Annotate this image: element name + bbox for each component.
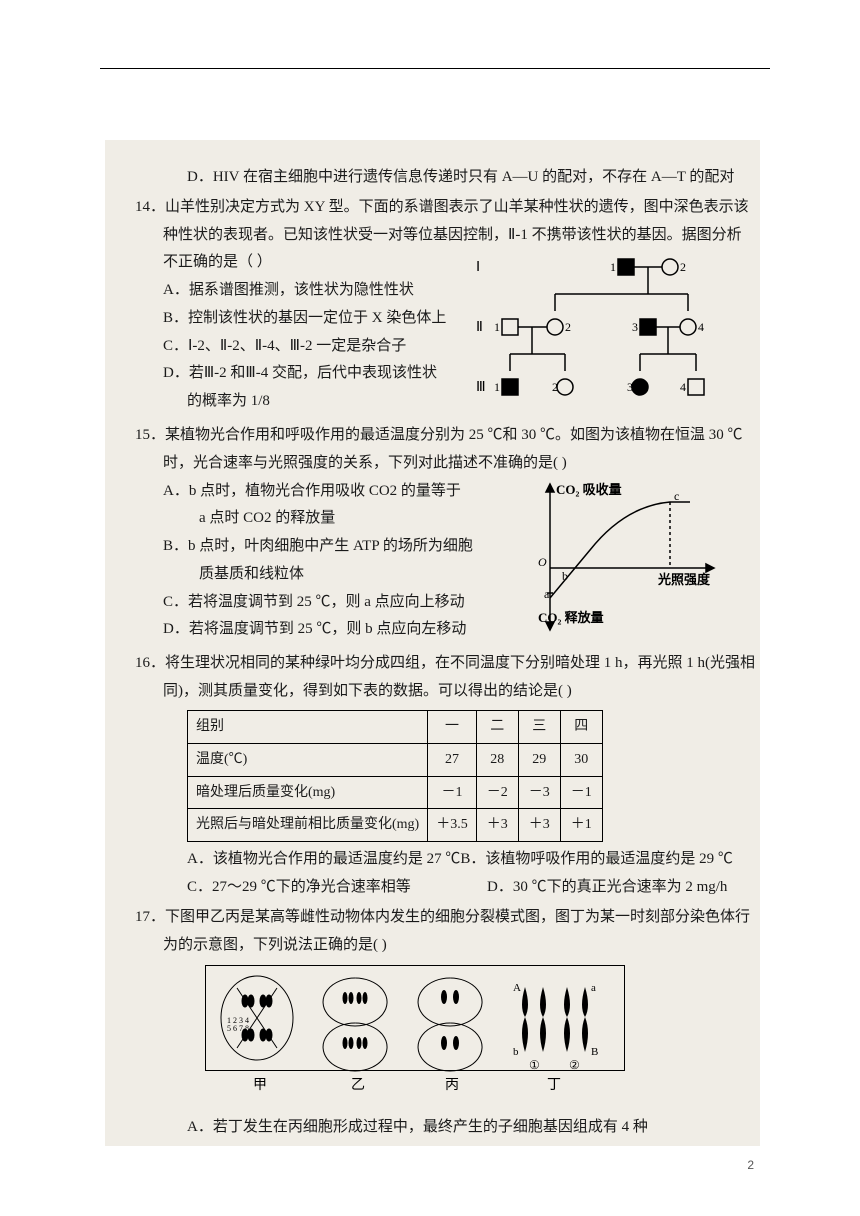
q16-table: 组别 一 二 三 四 温度(℃) 27 28 29 30 暗处理后质量变化(mg… — [187, 710, 603, 843]
q16: 16．将生理状况相同的某种绿叶均分成四组，在不同温度下分别暗处理 1 h，再光照… — [135, 650, 730, 902]
header-rule — [100, 68, 770, 69]
q15-optA-l2: a 点时 CO2 的释放量 — [135, 505, 520, 533]
q14-optD-l2: 的概率为 1/8 — [135, 388, 470, 416]
q15: 15．某植物光合作用和呼吸作用的最适温度分别为 25 ℃和 30 ℃。如图为该植… — [135, 422, 730, 648]
q15-optD: D．若将温度调节到 25 ℃，则 b 点应向左移动 — [135, 616, 520, 644]
q14-stem-l1: 14．山羊性别决定方式为 XY 型。下面的系谱图表示了山羊某种性状的遗传，图中深… — [135, 194, 730, 222]
svg-text:Ⅲ: Ⅲ — [476, 380, 486, 395]
q17-label-yi: 乙 — [351, 1077, 365, 1093]
photosynthesis-chart-icon: c O a b 光照强度 CO₂ 吸收量 CO₂ 释放量 — [520, 478, 730, 638]
q14-optB: B．控制该性状的基因一定位于 X 染色体上 — [135, 305, 470, 333]
q16-r3c2: ＋3 — [476, 809, 518, 842]
q16-r3c0: 光照后与暗处理前相比质量变化(mg) — [188, 809, 428, 842]
pedigree-chart-icon: Ⅰ Ⅱ Ⅲ 1 2 — [470, 249, 730, 409]
svg-text:3: 3 — [632, 320, 638, 334]
q17-label-bing: 丙 — [445, 1078, 459, 1093]
q17-optA: A．若丁发生在丙细胞形成过程中，最终产生的子细胞基因组成有 4 种 — [135, 1114, 730, 1142]
q13-optD: D．HIV 在宿主细胞中进行遗传信息传递时只有 A—U 的配对，不存在 A—T … — [135, 164, 730, 192]
q15-optB-l2: 质基质和线粒体 — [135, 561, 520, 589]
q16-r1c3: 29 — [518, 743, 560, 776]
q17-stem-l1: 17．下图甲乙丙是某高等雌性动物体内发生的细胞分裂模式图，图丁为某一时刻部分染色… — [135, 904, 730, 932]
svg-text:O: O — [538, 555, 547, 569]
svg-text:a: a — [544, 587, 550, 601]
svg-text:2: 2 — [565, 320, 571, 334]
svg-text:a: a — [591, 982, 596, 994]
svg-text:2: 2 — [680, 260, 686, 274]
svg-text:5 6 7 8: 5 6 7 8 — [227, 1024, 249, 1033]
q16-optC: C．27～29 ℃下的净光合速率相等 — [187, 874, 487, 902]
q16-th2: 二 — [476, 710, 518, 743]
q16-r1c0: 温度(℃) — [188, 743, 428, 776]
q14-optD-l1: D．若Ⅲ-2 和Ⅲ-4 交配，后代中表现该性状 — [135, 360, 470, 388]
q16-r1c1: 27 — [428, 743, 477, 776]
svg-text:1: 1 — [610, 260, 616, 274]
q16-th4: 四 — [560, 710, 602, 743]
q16-r2c1: －1 — [428, 776, 477, 809]
q16-th1: 一 — [428, 710, 477, 743]
svg-text:b: b — [562, 569, 568, 583]
q16-r2c0: 暗处理后质量变化(mg) — [188, 776, 428, 809]
q14: 14．山羊性别决定方式为 XY 型。下面的系谱图表示了山羊某种性状的遗传，图中深… — [135, 194, 730, 420]
q15-stem-l2: 时，光合速率与光照强度的关系，下列对此描述不准确的是( ) — [135, 450, 730, 478]
q17-label-ding: 丁 — [547, 1078, 561, 1093]
svg-text:B: B — [591, 1046, 598, 1058]
q16-r3c4: ＋1 — [560, 809, 602, 842]
q15-optA-l1: A．b 点时，植物光合作用吸收 CO2 的量等于 — [135, 478, 520, 506]
svg-text:b: b — [513, 1046, 519, 1058]
q15-optB-l1: B．b 点时，叶肉细胞中产生 ATP 的场所为细胞 — [135, 533, 520, 561]
q16-optB: B．该植物呼吸作用的最适温度约是 29 ℃ — [460, 846, 733, 874]
q16-stem-l1: 16．将生理状况相同的某种绿叶均分成四组，在不同温度下分别暗处理 1 h，再光照… — [135, 650, 730, 678]
q16-optD: D．30 ℃下的真正光合速率为 2 mg/h — [487, 874, 727, 902]
cell-division-diagram-icon: 1 2 3 4 5 6 7 8 — [205, 965, 625, 1095]
q14-pedigree: Ⅰ Ⅱ Ⅲ 1 2 — [470, 249, 730, 420]
svg-text:4: 4 — [698, 320, 704, 334]
q15-stem-l1: 15．某植物光合作用和呼吸作用的最适温度分别为 25 ℃和 30 ℃。如图为该植… — [135, 422, 730, 450]
svg-text:A: A — [513, 982, 521, 994]
svg-text:2: 2 — [552, 380, 558, 394]
page-scan: D．HIV 在宿主细胞中进行遗传信息传递时只有 A—U 的配对，不存在 A—T … — [105, 140, 760, 1146]
q16-optA: A．该植物光合作用的最适温度约是 27 ℃ — [187, 846, 460, 874]
svg-text:1: 1 — [494, 320, 500, 334]
svg-text:4: 4 — [680, 380, 686, 394]
q16-r2c4: －1 — [560, 776, 602, 809]
q16-stem-l2: 同)，测其质量变化，得到如下表的数据。可以得出的结论是( ) — [135, 678, 730, 706]
q16-th0: 组别 — [188, 710, 428, 743]
q16-r3c1: ＋3.5 — [428, 809, 477, 842]
q15-optC: C．若将温度调节到 25 ℃，则 a 点应向上移动 — [135, 589, 520, 617]
svg-text:1: 1 — [494, 380, 500, 394]
q14-stem-l3: 不正确的是（ ） — [135, 249, 470, 277]
q16-r1c2: 28 — [476, 743, 518, 776]
q16-r2c3: －3 — [518, 776, 560, 809]
q16-r1c4: 30 — [560, 743, 602, 776]
svg-text:Ⅱ: Ⅱ — [476, 320, 483, 335]
q16-th3: 三 — [518, 710, 560, 743]
q17-label-jia: 甲 — [253, 1078, 267, 1093]
svg-text:c: c — [674, 489, 679, 503]
q14-optC: C．Ⅰ-2、Ⅱ-2、Ⅱ-4、Ⅲ-2 一定是杂合子 — [135, 333, 470, 361]
q16-r2c2: －2 — [476, 776, 518, 809]
svg-text:3: 3 — [627, 380, 633, 394]
svg-text:光照强度: 光照强度 — [657, 572, 711, 587]
q14-optA: A．据系谱图推测，该性状为隐性性状 — [135, 277, 470, 305]
svg-text:Ⅰ: Ⅰ — [476, 260, 480, 275]
svg-text:CO₂ 吸收量: CO₂ 吸收量 — [556, 482, 622, 497]
q17: 17．下图甲乙丙是某高等雌性动物体内发生的细胞分裂模式图，图丁为某一时刻部分染色… — [135, 904, 730, 1142]
q16-r3c3: ＋3 — [518, 809, 560, 842]
svg-text:①: ① — [529, 1058, 540, 1072]
page-number: 2 — [747, 1154, 754, 1176]
q17-stem-l2: 为的示意图，下列说法正确的是( ) — [135, 932, 730, 960]
q14-stem-l2: 种性状的表现者。已知该性状受一对等位基因控制，Ⅱ-1 不携带该性状的基因。据图分… — [135, 222, 730, 250]
q15-chart: c O a b 光照强度 CO₂ 吸收量 CO₂ 释放量 — [520, 478, 730, 649]
svg-text:②: ② — [569, 1058, 580, 1072]
q17-figure: 1 2 3 4 5 6 7 8 — [205, 965, 730, 1106]
